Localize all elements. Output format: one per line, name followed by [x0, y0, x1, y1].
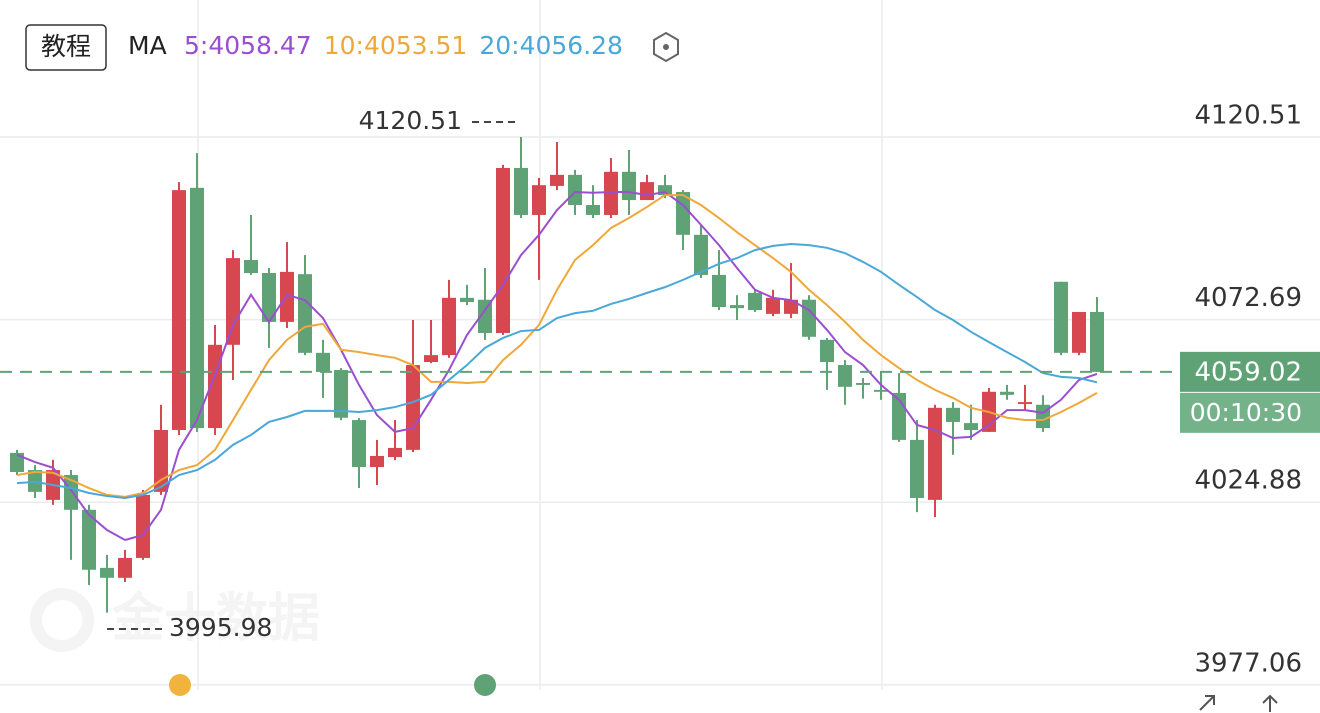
- candle-body: [964, 423, 978, 430]
- candle-body: [1000, 391, 1014, 395]
- countdown-label: 00:10:30: [1190, 398, 1302, 427]
- ma-line: [16, 194, 1098, 498]
- settings-icon[interactable]: [653, 31, 679, 63]
- candle-body: [1018, 402, 1032, 405]
- grid: [0, 0, 1320, 690]
- candle-body: [406, 365, 420, 450]
- current-price-label: 4059.02: [1194, 357, 1302, 387]
- watermark-group: 金十数据: [30, 588, 320, 652]
- candle-body: [370, 455, 384, 468]
- y-tick-label: 4024.88: [1194, 466, 1302, 496]
- y-tick-label: 4120.51: [1194, 101, 1302, 131]
- expand-icon[interactable]: [1199, 695, 1215, 711]
- candle-body: [388, 447, 402, 458]
- candle-body: [262, 273, 276, 322]
- candle-body: [244, 260, 258, 274]
- candle-body: [838, 365, 852, 387]
- candle-body: [154, 429, 168, 492]
- candle-body: [334, 370, 348, 418]
- candle-body: [100, 567, 114, 578]
- countdown-box: [1180, 392, 1320, 433]
- watermark-logo: [30, 588, 94, 652]
- ma-line: [16, 242, 1098, 499]
- candle-body: [784, 299, 798, 314]
- legend: 5:4058.47 10:4053.51 20:4056.28: [184, 31, 623, 60]
- candle-body: [514, 167, 528, 215]
- candle-body: [172, 190, 186, 430]
- candle-body: [10, 452, 24, 472]
- candle-body: [586, 205, 600, 215]
- candle-body: [190, 187, 204, 429]
- candle-body: [532, 185, 546, 215]
- candle-body: [658, 185, 672, 196]
- candle-body: [694, 234, 708, 275]
- candle-body: [730, 305, 744, 309]
- candle-body: [856, 383, 870, 385]
- max-label: 4120.51: [359, 106, 462, 135]
- candle-body: [712, 274, 726, 308]
- price-box: [1180, 351, 1320, 392]
- min-label: 3995.98: [169, 613, 272, 642]
- candle-body: [280, 271, 294, 322]
- up-icon[interactable]: [1262, 694, 1278, 712]
- candle-body: [424, 355, 438, 362]
- candle-body: [1054, 281, 1068, 353]
- ma-line: [16, 190, 1098, 542]
- candle-body: [874, 389, 888, 392]
- candle-body: [442, 297, 456, 356]
- candle-body: [766, 297, 780, 314]
- candle-body: [226, 258, 240, 345]
- candle-body: [496, 167, 510, 333]
- hexagon-dot: [663, 44, 669, 50]
- hexagon: [653, 31, 679, 63]
- candle-body: [928, 407, 942, 500]
- legend-entry: 5:4058.47: [184, 31, 312, 60]
- candle-body: [568, 174, 582, 206]
- candle-body: [64, 475, 78, 510]
- candle-body: [82, 509, 96, 570]
- legend-entry: 10:4053.51: [324, 31, 468, 60]
- ma-label: MA: [128, 31, 167, 60]
- candle-body: [748, 292, 762, 311]
- candle-body: [802, 299, 816, 337]
- candle-body: [640, 182, 654, 201]
- candle-body: [136, 494, 150, 558]
- candle-body: [352, 420, 366, 468]
- candle-body: [298, 274, 312, 353]
- candle-body: [604, 171, 618, 215]
- y-tick-label: 4072.69: [1194, 283, 1302, 313]
- candle-body: [1072, 311, 1086, 353]
- candle-body: [946, 407, 960, 422]
- candle-body: [316, 352, 330, 372]
- tutorial-button[interactable]: [25, 24, 107, 71]
- candle-body: [820, 339, 834, 362]
- legend-entry: 20:4056.28: [479, 31, 623, 60]
- y-tick-label: 3977.06: [1194, 648, 1302, 678]
- button-label[interactable]: 教程: [41, 32, 91, 61]
- watermark: 金十数据: [111, 589, 320, 649]
- event-dot[interactable]: [474, 674, 496, 696]
- candle-body: [460, 297, 474, 303]
- event-dot[interactable]: [169, 674, 191, 696]
- candle-body: [622, 171, 636, 201]
- candle-body: [1090, 311, 1104, 372]
- candle-body: [910, 439, 924, 498]
- candle-body: [118, 557, 132, 578]
- candle-body: [478, 299, 492, 333]
- candle-body: [550, 174, 564, 186]
